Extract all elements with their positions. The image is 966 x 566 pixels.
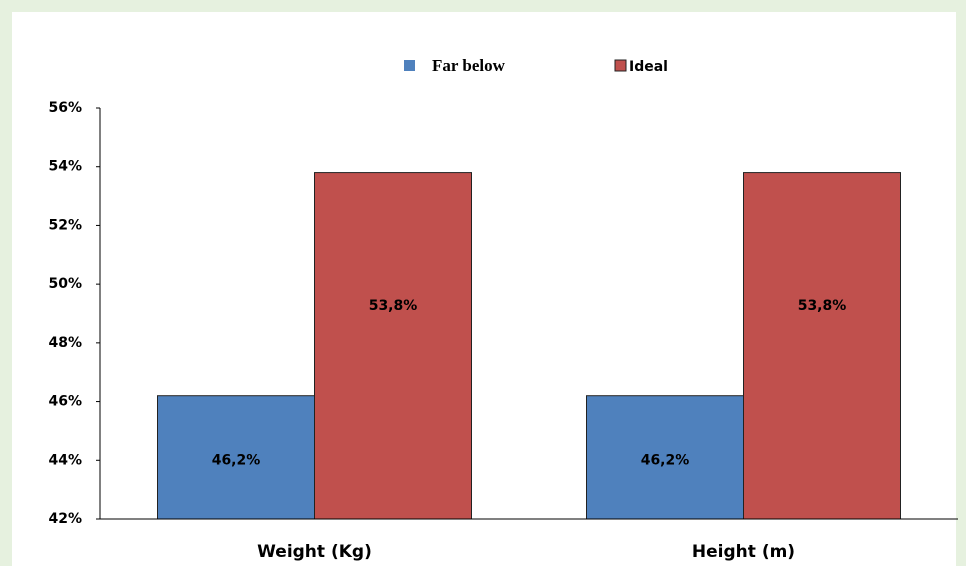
x-tick-label: Height (m) (692, 542, 795, 562)
bar (157, 395, 315, 520)
value-label: 46,2% (212, 452, 261, 468)
x-tick-label: Weight (Kg) (257, 542, 372, 562)
y-tick-label: 48% (48, 335, 82, 351)
bar (586, 395, 744, 520)
value-label: 46,2% (641, 452, 690, 468)
value-label: 53,8% (369, 298, 418, 314)
legend-swatch (404, 60, 415, 71)
y-tick-label: 56% (48, 100, 82, 116)
legend-swatch (614, 59, 627, 72)
y-tick-label: 50% (48, 276, 82, 292)
bar (314, 172, 472, 520)
y-tick-label: 54% (48, 159, 82, 175)
legend-label: Ideal (629, 59, 668, 75)
y-tick-label: 52% (48, 217, 82, 233)
y-tick-label: 46% (48, 394, 82, 410)
value-label: 53,8% (798, 298, 847, 314)
y-tick-label: 42% (48, 511, 82, 527)
y-tick-label: 44% (48, 452, 82, 468)
legend-label: Far below (432, 56, 506, 75)
bar (743, 172, 901, 520)
